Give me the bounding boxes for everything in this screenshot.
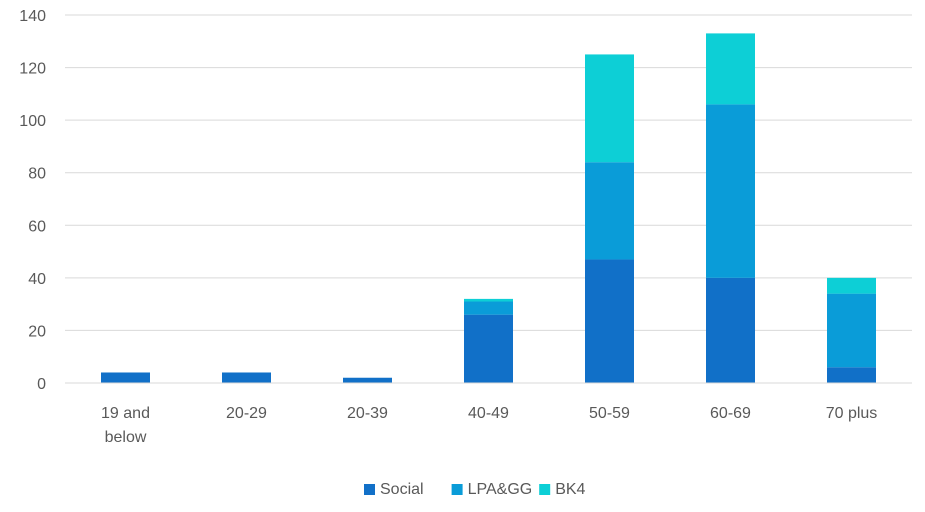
bar-segment-social bbox=[585, 259, 634, 383]
x-tick-label-line: 70 plus bbox=[826, 405, 878, 422]
gridlines bbox=[65, 14, 912, 331]
legend-swatch bbox=[364, 484, 375, 495]
x-axis-ticks: 19 and below 20-29 20-39 40-49 50-59 60-69 70 p… bbox=[101, 405, 877, 446]
x-tick-label: 20-39 bbox=[347, 405, 388, 422]
legend-label: Social bbox=[380, 481, 424, 498]
y-tick-label: 40 bbox=[28, 271, 46, 288]
y-tick-label: 120 bbox=[19, 61, 46, 78]
y-tick-label: 0 bbox=[37, 376, 46, 393]
y-tick-label: 100 bbox=[19, 113, 46, 130]
x-tick-label-line: 50-59 bbox=[589, 405, 630, 422]
x-tick-label: 40-49 bbox=[468, 405, 509, 422]
legend-label: BK4 bbox=[555, 481, 585, 498]
legend-item: BK4 bbox=[539, 481, 586, 498]
bar-segment-bk4 bbox=[585, 54, 634, 163]
x-tick-label: 19 and below bbox=[101, 405, 150, 446]
bar-segment-social bbox=[222, 372, 271, 383]
x-tick-label: 70 plus bbox=[826, 405, 878, 422]
y-axis-ticks: 0 20 40 60 80 100 120 140 bbox=[19, 8, 46, 393]
legend-label: LPA&GG bbox=[468, 481, 533, 498]
legend-swatch bbox=[539, 484, 551, 495]
bar-segment-social bbox=[343, 377, 392, 383]
x-tick-label: 50-59 bbox=[589, 405, 630, 422]
bars bbox=[101, 33, 876, 383]
legend-item: Social bbox=[364, 481, 424, 498]
y-tick-label: 140 bbox=[19, 8, 46, 25]
x-tick-label-line: below bbox=[105, 429, 147, 446]
bar-segment-social bbox=[827, 367, 876, 383]
bar-segment-lpa-gg bbox=[827, 293, 876, 368]
x-tick-label-line: 20-39 bbox=[347, 405, 388, 422]
x-tick-label: 60-69 bbox=[710, 405, 751, 422]
x-tick-label: 20-29 bbox=[226, 405, 267, 422]
x-tick-label-line: 60-69 bbox=[710, 405, 751, 422]
bar-segment-lpa-gg bbox=[706, 104, 755, 278]
bar-segment-bk4 bbox=[827, 277, 876, 294]
bar-segment-social bbox=[706, 277, 755, 383]
x-tick-label-line: 20-29 bbox=[226, 405, 267, 422]
y-tick-label: 80 bbox=[28, 166, 46, 183]
bar-segment-lpa-gg bbox=[464, 301, 513, 315]
legend-item: LPA&GG bbox=[451, 481, 533, 498]
bar-segment-social bbox=[101, 372, 150, 383]
legend: Social LPA&GG BK4 bbox=[364, 481, 586, 498]
bar-segment-bk4 bbox=[706, 33, 755, 105]
x-tick-label-line: 19 and bbox=[101, 405, 150, 422]
bar-segment-bk4 bbox=[464, 298, 513, 302]
bar-segment-lpa-gg bbox=[585, 162, 634, 260]
legend-swatch bbox=[451, 484, 463, 495]
y-tick-label: 20 bbox=[28, 323, 46, 340]
bar-segment-social bbox=[464, 314, 513, 383]
y-tick-label: 60 bbox=[28, 218, 46, 235]
x-tick-label-line: 40-49 bbox=[468, 405, 509, 422]
